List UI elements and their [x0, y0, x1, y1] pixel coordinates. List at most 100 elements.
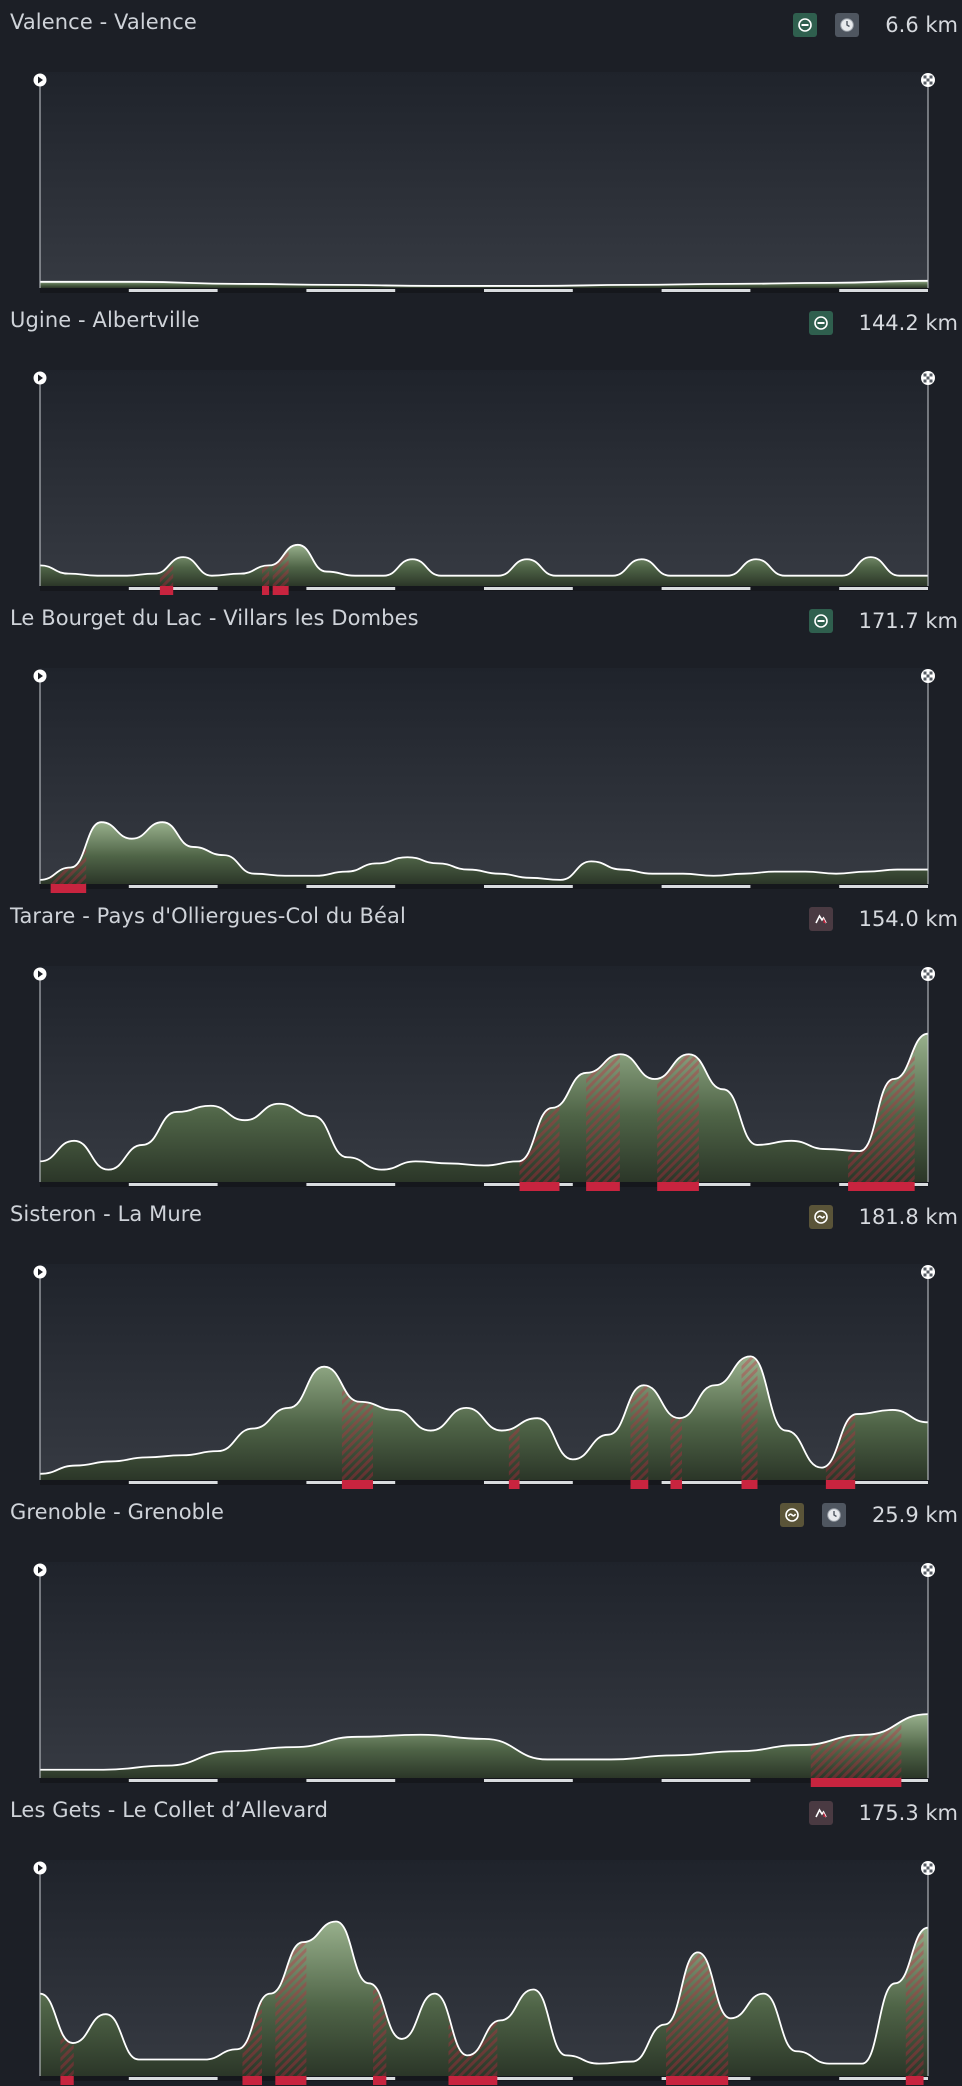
- km-segment: [661, 1779, 751, 1782]
- stage-title: Valence - Valence: [10, 10, 197, 34]
- elevation-line: [39, 1713, 929, 1771]
- climb-marker: [810, 1778, 902, 1787]
- stage-header: Le Bourget du Lac - Villars les Dombes 17…: [0, 596, 962, 646]
- stage-card[interactable]: Ugine - Albertville 144.2 km: [0, 298, 962, 596]
- play-icon: [33, 967, 47, 981]
- stage-distance: 154.0 km: [858, 907, 958, 931]
- km-segment: [661, 1481, 751, 1484]
- stage-distance: 175.3 km: [858, 1801, 958, 1825]
- chart-background: [40, 72, 928, 288]
- km-segment: [484, 289, 573, 292]
- stage-title: Ugine - Albertville: [10, 308, 200, 332]
- climb-marker: [242, 2076, 262, 2085]
- km-segment: [128, 289, 218, 292]
- km-segment: [839, 289, 928, 292]
- elevation-line: [39, 1920, 929, 2065]
- elevation-line: [39, 543, 928, 577]
- stage-title: Sisteron - La Mure: [10, 1202, 203, 1226]
- km-segment: [484, 1779, 573, 1782]
- mountain-stage-icon: [808, 907, 833, 931]
- stage-title: Le Bourget du Lac - Villars les Dombes: [10, 606, 419, 630]
- climb-marker: [262, 586, 270, 595]
- play-icon: [33, 1861, 47, 1875]
- km-segment: [306, 1779, 396, 1782]
- chart-background: [40, 370, 928, 586]
- checkered-flag-icon: [921, 669, 935, 683]
- checkered-flag-icon: [921, 1861, 935, 1875]
- stage-card[interactable]: Tarare - Pays d'Olliergues-Col du Béal 15…: [0, 894, 962, 1192]
- climb-marker: [519, 1182, 560, 1191]
- hilly-stage-icon: [808, 1205, 833, 1229]
- elevation-profile-chart: [33, 72, 935, 293]
- stage-meta: 6.6 km: [793, 10, 958, 40]
- km-segment: [306, 289, 396, 292]
- climb-marker: [373, 2076, 387, 2085]
- climb-marker: [60, 2076, 74, 2085]
- stage-card[interactable]: Les Gets - Le Collet d’Allevard 175.3 km: [0, 1788, 962, 2086]
- km-segment: [661, 289, 751, 292]
- elevation-line: [40, 279, 929, 287]
- km-segment: [128, 1481, 218, 1484]
- km-segment: [306, 885, 396, 888]
- stage-title: Grenoble - Grenoble: [10, 1500, 225, 1524]
- km-segment: [484, 885, 573, 888]
- stage-title: Tarare - Pays d'Olliergues-Col du Béal: [10, 904, 406, 928]
- stage-card[interactable]: Grenoble - Grenoble 25.9 km: [0, 1490, 962, 1788]
- km-segment: [661, 587, 751, 590]
- elevation-profile-chart: [33, 1562, 935, 1787]
- km-segment: [128, 885, 218, 888]
- stage-distance: 25.9 km: [871, 1503, 958, 1527]
- climb-marker: [341, 1480, 373, 1489]
- stage-distance: 144.2 km: [858, 311, 958, 335]
- climb-marker: [630, 1480, 649, 1489]
- clock-icon: [821, 1503, 846, 1527]
- km-segment: [128, 1183, 218, 1186]
- stage-card[interactable]: Sisteron - La Mure 181.8 km: [0, 1192, 962, 1490]
- elevation-area: [40, 1356, 928, 1480]
- stage-meta: 144.2 km: [808, 308, 958, 338]
- climb-marker: [657, 1182, 699, 1191]
- km-segment: [484, 2077, 573, 2080]
- climb-hatch: [741, 1356, 758, 1480]
- km-segment: [839, 2077, 928, 2080]
- climb-marker: [666, 2076, 729, 2085]
- flat-stage-icon: [808, 311, 833, 335]
- checkered-flag-icon: [921, 1563, 935, 1577]
- climb-marker: [825, 1480, 856, 1489]
- hilly-stage-icon: [779, 1503, 804, 1527]
- climb-marker: [272, 586, 289, 595]
- km-segment: [128, 2077, 218, 2080]
- play-icon: [33, 1563, 47, 1577]
- km-segment: [306, 587, 396, 590]
- stage-title: Les Gets - Le Collet d’Allevard: [10, 1798, 329, 1822]
- mountain-stage-icon: [808, 1801, 833, 1825]
- stage-header: Grenoble - Grenoble 25.9 km: [0, 1490, 962, 1540]
- elevation-profile-chart: [33, 1860, 935, 2085]
- elevation-profile-chart: [33, 668, 935, 893]
- km-segment: [128, 1779, 218, 1782]
- stage-header: Ugine - Albertville 144.2 km: [0, 298, 962, 348]
- clock-icon: [835, 13, 860, 37]
- play-icon: [33, 669, 47, 683]
- stage-header: Valence - Valence 6.6 km: [0, 0, 962, 50]
- climb-marker: [275, 2076, 307, 2085]
- elevation-area: [40, 1033, 928, 1182]
- km-segment: [484, 1481, 573, 1484]
- play-icon: [33, 1265, 47, 1279]
- climb-marker: [848, 1182, 915, 1191]
- play-icon: [33, 73, 47, 87]
- stage-meta: 171.7 km: [808, 606, 958, 636]
- flat-stage-icon: [808, 609, 833, 633]
- km-segment: [661, 885, 751, 888]
- elevation-profile-chart: [33, 966, 935, 1191]
- stage-card[interactable]: Le Bourget du Lac - Villars les Dombes 17…: [0, 596, 962, 894]
- stage-header: Les Gets - Le Collet d’Allevard 175.3 km: [0, 1788, 962, 1838]
- stage-card[interactable]: Valence - Valence 6.6 km: [0, 0, 962, 298]
- checkered-flag-icon: [921, 967, 935, 981]
- climb-marker: [50, 884, 87, 893]
- km-segment: [306, 1183, 396, 1186]
- climb-marker: [741, 1480, 758, 1489]
- play-icon: [33, 371, 47, 385]
- elevation-profile-chart: [33, 1264, 935, 1489]
